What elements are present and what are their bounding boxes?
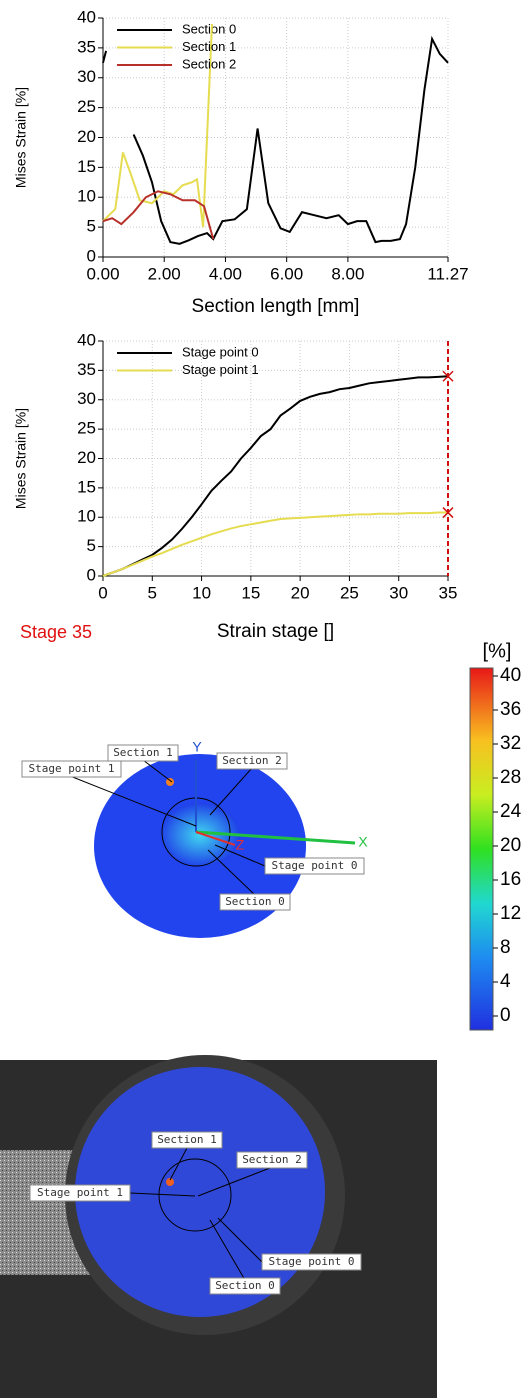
x-axis-label: Strain stage [] bbox=[217, 621, 334, 642]
y-tick-label: 15 bbox=[77, 157, 96, 176]
y-tick-label: 0 bbox=[87, 246, 96, 265]
tag-label: Stage point 0 bbox=[271, 859, 357, 872]
legend-label: Section 1 bbox=[182, 39, 236, 54]
colorbar bbox=[470, 668, 493, 1030]
y-tick-label: 30 bbox=[77, 67, 96, 86]
x-tick-label: 10 bbox=[192, 583, 211, 602]
y-tick-label: 20 bbox=[77, 448, 96, 467]
axis-letter: X bbox=[358, 834, 368, 850]
colorbar-tick-label: 36 bbox=[500, 699, 521, 720]
x-tick-label: 6.00 bbox=[270, 264, 303, 283]
colorbar-tick-label: 8 bbox=[500, 937, 511, 958]
x-axis-label: Section length [mm] bbox=[192, 296, 360, 317]
colorbar-tick-label: 4 bbox=[500, 971, 511, 992]
legend-label: Stage point 0 bbox=[182, 344, 259, 359]
tag-label: Section 2 bbox=[222, 754, 282, 767]
tag-label: Section 1 bbox=[113, 746, 173, 759]
y-tick-label: 20 bbox=[77, 127, 96, 146]
hot-point bbox=[166, 778, 174, 786]
x-tick-label: 35 bbox=[439, 583, 458, 602]
x-tick-label: 11.27 bbox=[427, 264, 468, 283]
y-tick-label: 25 bbox=[77, 97, 96, 116]
colorbar-tick-label: 20 bbox=[500, 835, 521, 856]
colorbar-tick-label: 16 bbox=[500, 869, 521, 890]
legend-label: Stage point 1 bbox=[182, 362, 259, 377]
legend-label: Section 2 bbox=[182, 56, 236, 71]
colorbar-unit: [%] bbox=[483, 640, 512, 662]
x-tick-label: 0 bbox=[98, 583, 107, 602]
colorbar-tick-label: 28 bbox=[500, 767, 521, 788]
tag-label: Section 0 bbox=[215, 1279, 275, 1292]
axis-letter: Y bbox=[192, 739, 202, 755]
y-tick-label: 25 bbox=[77, 419, 96, 438]
photo bbox=[0, 1055, 437, 1398]
stage-label: Stage 35 bbox=[20, 622, 92, 642]
axis-letter: Z bbox=[236, 837, 245, 853]
legend-label: Section 0 bbox=[182, 21, 236, 36]
tag-label: Stage point 0 bbox=[268, 1255, 354, 1268]
y-axis-label: Mises Strain [%] bbox=[13, 87, 29, 188]
strain-map bbox=[70, 754, 355, 938]
y-tick-label: 15 bbox=[77, 477, 96, 496]
x-tick-label: 4.00 bbox=[209, 264, 242, 283]
colorbar-tick-label: 0 bbox=[500, 1005, 511, 1026]
x-tick-label: 20 bbox=[291, 583, 310, 602]
y-tick-label: 30 bbox=[77, 389, 96, 408]
y-tick-label: 5 bbox=[87, 217, 96, 236]
x-tick-label: 2.00 bbox=[148, 264, 181, 283]
y-tick-label: 40 bbox=[77, 330, 96, 349]
tag-label: Section 0 bbox=[225, 895, 285, 908]
y-tick-label: 10 bbox=[77, 187, 96, 206]
x-tick-label: 25 bbox=[340, 583, 359, 602]
x-tick-label: 5 bbox=[148, 583, 157, 602]
colorbar-tick-label: 40 bbox=[500, 665, 521, 686]
x-tick-label: 0.00 bbox=[86, 264, 119, 283]
x-tick-label: 8.00 bbox=[331, 264, 364, 283]
y-tick-label: 40 bbox=[77, 7, 96, 26]
y-axis-label: Mises Strain [%] bbox=[13, 408, 29, 509]
colorbar-tick-label: 32 bbox=[500, 733, 521, 754]
y-tick-label: 35 bbox=[77, 37, 96, 56]
colorbar-tick-label: 24 bbox=[500, 801, 522, 822]
x-tick-label: 15 bbox=[241, 583, 260, 602]
page: [%] 05101520253035400.002.004.006.008.00… bbox=[0, 0, 531, 1398]
tag-label: Stage point 1 bbox=[28, 762, 114, 775]
y-tick-label: 35 bbox=[77, 360, 96, 379]
y-tick-label: 0 bbox=[87, 565, 96, 584]
x-tick-label: 30 bbox=[389, 583, 408, 602]
tag-label: Section 1 bbox=[157, 1133, 217, 1146]
colorbar-tick-label: 12 bbox=[500, 903, 521, 924]
tag-label: Stage point 1 bbox=[37, 1186, 123, 1199]
tag-label: Section 2 bbox=[242, 1153, 302, 1166]
y-tick-label: 10 bbox=[77, 507, 96, 526]
y-tick-label: 5 bbox=[87, 536, 96, 555]
